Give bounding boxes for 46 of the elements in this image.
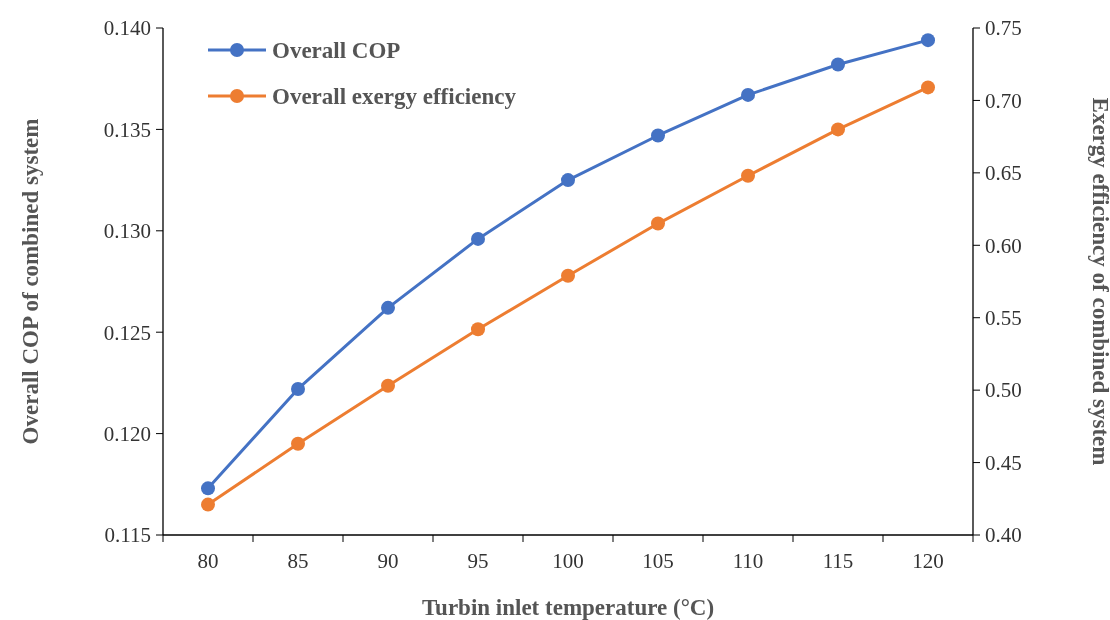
point	[651, 128, 665, 143]
x-tick-label: 80	[197, 549, 219, 573]
legend-label: Overall COP	[272, 38, 401, 64]
point	[471, 231, 485, 246]
point	[741, 168, 755, 183]
x-tick-label: 105	[642, 549, 674, 573]
x-tick-label: 85	[287, 549, 309, 573]
y2-tick-label: 0.40	[985, 523, 1022, 548]
point	[201, 497, 215, 512]
x-tick-label: 120	[912, 549, 944, 573]
point	[471, 322, 485, 337]
y2-tick-label: 0.55	[985, 306, 1022, 331]
point	[291, 436, 305, 451]
point	[921, 80, 935, 95]
y-tick-label: 0.140	[103, 16, 151, 41]
point	[561, 268, 575, 283]
point	[831, 57, 845, 72]
y2-tick-label: 0.65	[985, 161, 1022, 186]
x-tick-label: 110	[732, 549, 764, 573]
y-tick-label: 0.125	[103, 320, 151, 345]
y2-tick-label: 0.50	[985, 378, 1022, 403]
point	[921, 33, 935, 48]
x-tick-label: 95	[467, 549, 489, 573]
y-tick-label: 0.130	[103, 219, 151, 244]
point	[381, 378, 395, 393]
point	[381, 300, 395, 315]
point	[741, 87, 755, 102]
y2-tick-label: 0.60	[985, 233, 1022, 258]
y-tick-label: 0.120	[103, 421, 151, 446]
point	[831, 122, 845, 137]
point	[291, 381, 305, 396]
point	[561, 173, 575, 188]
y2-tick-label: 0.70	[985, 88, 1022, 113]
x-tick-label: 115	[822, 549, 854, 573]
y2-tick-label: 0.45	[985, 450, 1022, 475]
y2-tick-label: 0.75	[985, 16, 1022, 41]
y-axis-title: Overall COP of combined system	[18, 118, 43, 445]
legend-label: Overall exergy efficiency	[272, 84, 517, 110]
y-tick-label: 0.115	[104, 523, 151, 548]
x-tick-label: 100	[552, 549, 584, 573]
x-axis-title: Turbin inlet temperature (°C)	[421, 595, 715, 620]
point	[651, 216, 665, 231]
x-tick-label: 90	[377, 549, 399, 573]
point	[201, 481, 215, 496]
y-tick-label: 0.135	[103, 117, 151, 142]
y2-axis-title: Exergy efficiency of combined system	[1088, 97, 1110, 466]
